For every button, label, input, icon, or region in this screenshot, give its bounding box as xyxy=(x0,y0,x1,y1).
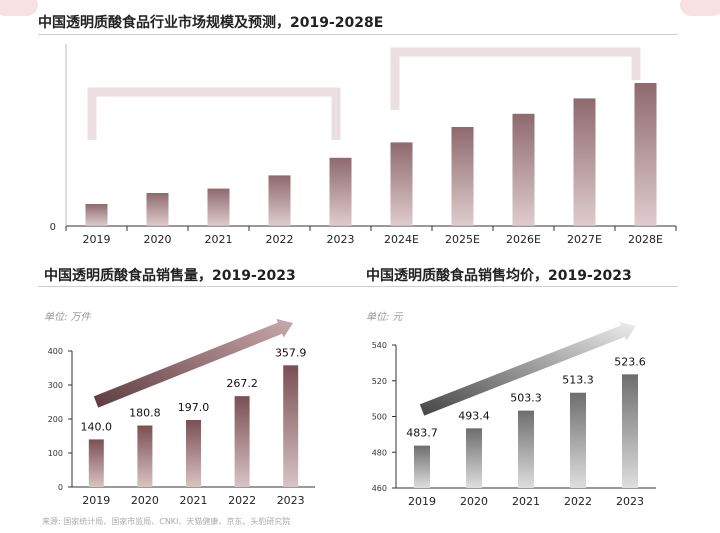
data-label: 357.9 xyxy=(275,346,307,359)
left-chart-title: 中国透明质酸食品销售量，2019-2023 xyxy=(44,268,296,284)
y-tick-label: 400 xyxy=(48,347,63,356)
left-unit-label: 单位: 万件 xyxy=(44,312,91,323)
history-bracket xyxy=(87,87,341,140)
trend-arrow xyxy=(93,318,293,408)
x-tick-label: 2022 xyxy=(228,494,256,507)
average-price-chart: 460 480 500 520 540 483.7 2019 493.4 2020 503.3 20… xyxy=(372,321,656,508)
y-tick-label: 460 xyxy=(372,484,387,493)
source-note: 来源: 国家统计局、国家市监局、CNKI、天猫健康、京东、头豹研究院 xyxy=(42,517,291,526)
x-tick-label: 2021 xyxy=(512,495,540,508)
x-tick-label: 2022 xyxy=(266,233,294,246)
data-label: 197.0 xyxy=(178,401,210,414)
y-tick-label: 300 xyxy=(48,381,63,390)
data-label: 513.3 xyxy=(562,374,594,387)
bar xyxy=(85,204,108,226)
top-chart-title: 中国透明质酸食品行业市场规模及预测，2019-2028E xyxy=(38,15,384,31)
data-label: 140.0 xyxy=(81,420,113,433)
watermark-logo xyxy=(680,0,720,16)
x-tick-label: 2021 xyxy=(205,233,233,246)
bar xyxy=(186,420,201,487)
x-tick-label: 2020 xyxy=(460,495,488,508)
x-tick-label: 2019 xyxy=(83,233,111,246)
x-tick-label: 2027E xyxy=(567,233,602,246)
x-tick-label: 2020 xyxy=(144,233,172,246)
y-tick-label: 480 xyxy=(372,448,387,457)
bar xyxy=(234,396,250,487)
x-tick-label: 2019 xyxy=(82,494,110,507)
bar xyxy=(573,98,596,226)
bar xyxy=(146,193,169,226)
data-label: 493.4 xyxy=(458,409,490,422)
market-size-chart: 0 2019 2020 2021 2022 2023 2024E 2025E 2026E 2027… xyxy=(50,44,677,246)
bar xyxy=(634,83,657,226)
y-tick-label: 0 xyxy=(58,483,63,492)
sales-volume-chart: 0 100 200 300 400 140.0 2019 180.8 2020 197.0 2021… xyxy=(48,318,315,507)
x-tick-label: 2022 xyxy=(564,495,592,508)
x-tick-label: 2026E xyxy=(506,233,541,246)
x-tick-label: 2020 xyxy=(131,494,159,507)
x-tick-label: 2024E xyxy=(384,233,419,246)
x-tick-label: 2021 xyxy=(180,494,208,507)
data-label: 267.2 xyxy=(226,377,258,390)
data-label: 483.7 xyxy=(406,427,438,440)
bar xyxy=(207,188,230,226)
bar xyxy=(268,175,291,226)
y-tick-label: 200 xyxy=(48,415,63,424)
bottom-title-rule xyxy=(38,286,678,287)
bar xyxy=(329,157,352,226)
trend-arrow xyxy=(419,321,636,416)
bar xyxy=(570,392,586,488)
x-tick-label: 2019 xyxy=(408,495,436,508)
x-tick-label: 2023 xyxy=(277,494,305,507)
y-tick-label: 500 xyxy=(372,413,387,422)
bar xyxy=(451,127,474,226)
bar xyxy=(414,445,430,488)
bar xyxy=(622,374,638,488)
watermark-logo xyxy=(0,0,38,16)
x-tick-label: 2028E xyxy=(628,233,663,246)
x-tick-label: 2023 xyxy=(327,233,355,246)
y-tick-label: 540 xyxy=(372,341,387,350)
x-tick-label: 2025E xyxy=(445,233,480,246)
bar xyxy=(137,425,153,487)
data-label: 523.6 xyxy=(614,355,646,368)
forecast-bracket xyxy=(390,47,641,110)
data-label: 503.3 xyxy=(510,392,542,405)
bar xyxy=(283,365,299,487)
right-unit-label: 单位: 元 xyxy=(366,312,403,323)
x-tick-label: 2023 xyxy=(616,495,644,508)
data-label: 180.8 xyxy=(129,407,161,420)
bar xyxy=(466,428,482,488)
bar xyxy=(518,410,534,488)
y-tick-label: 520 xyxy=(372,377,387,386)
bar xyxy=(512,113,535,226)
bar xyxy=(390,142,413,226)
y-tick-label: 0 xyxy=(50,222,56,233)
bar xyxy=(88,439,104,487)
y-tick-label: 100 xyxy=(48,449,63,458)
top-title-rule xyxy=(38,34,678,35)
right-chart-title: 中国透明质酸食品销售均价，2019-2023 xyxy=(366,268,632,284)
